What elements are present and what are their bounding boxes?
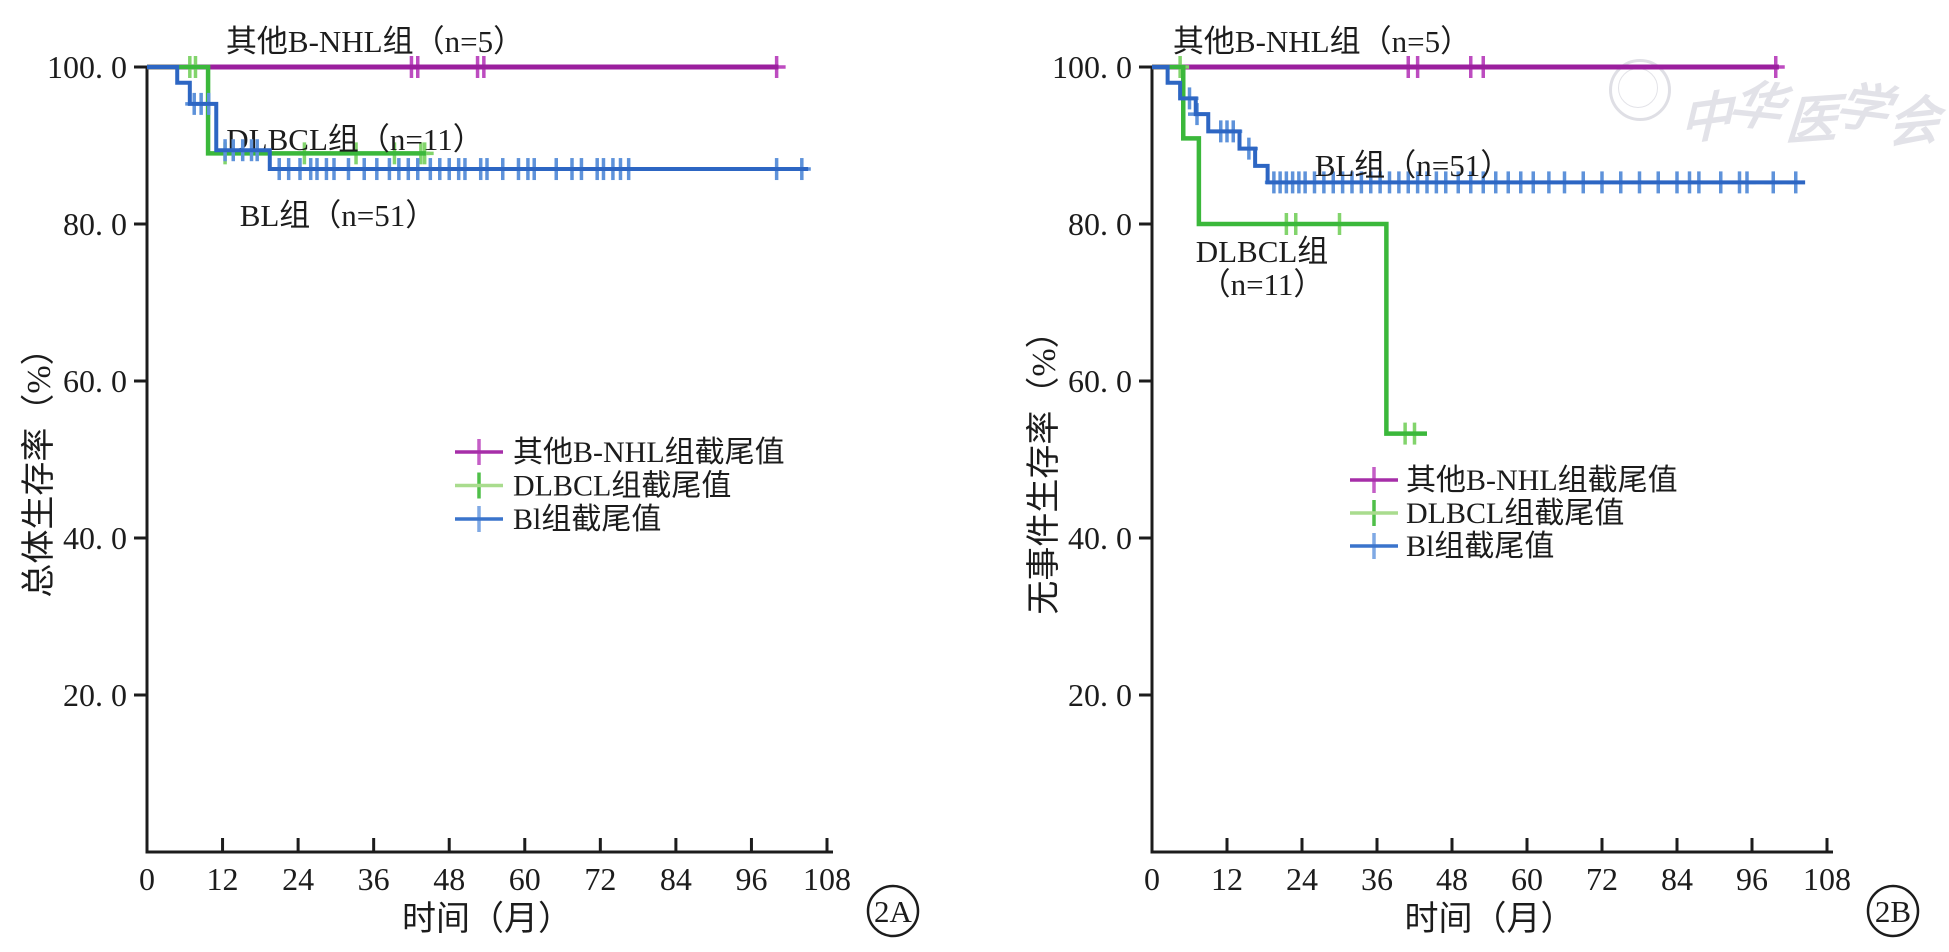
legend-label: DLBCL组截尾值: [1406, 497, 1624, 530]
legend-label: 其他B-NHL组截尾值: [513, 436, 785, 469]
legend-label: Bl组截尾值: [513, 503, 661, 536]
y-tick-label: 60. 0: [1068, 363, 1132, 399]
series-label: 其他B-NHL组（n=5）: [226, 24, 524, 59]
x-tick-label: 108: [803, 861, 851, 897]
panel-tag: 2B: [1875, 894, 1911, 929]
axes: [1150, 67, 1833, 854]
axes: [145, 67, 833, 854]
x-tick-label: 72: [584, 861, 616, 897]
series-label: （n=11）: [1200, 267, 1325, 302]
series-BL组: BL组（n=51）: [1152, 65, 1806, 194]
series-label: BL组（n=51）: [240, 198, 437, 233]
panel-tag: 2A: [874, 894, 913, 929]
series-path: [147, 65, 809, 172]
y-tick-label: 20. 0: [63, 677, 127, 713]
series-label: BL组（n=51）: [1315, 148, 1512, 183]
x-tick-label: 48: [433, 861, 465, 897]
y-tick-label: 100. 0: [1052, 49, 1132, 85]
x-axis-title: 时间（月）: [1405, 900, 1575, 938]
series-BL组: BL组（n=51）: [147, 65, 811, 233]
legend-label: 其他B-NHL组截尾值: [1406, 464, 1678, 497]
x-tick-label: 36: [1361, 861, 1393, 897]
x-tick-label: 96: [1736, 861, 1768, 897]
x-tick-label: 60: [1511, 861, 1543, 897]
x-tick-label: 48: [1436, 861, 1468, 897]
x-tick-label: 72: [1586, 861, 1618, 897]
y-axis-title: 总体生存率（%）: [20, 331, 58, 597]
x-tick-label: 36: [358, 861, 390, 897]
y-tick-label: 20. 0: [1068, 677, 1132, 713]
y-tick-label: 60. 0: [63, 363, 127, 399]
y-tick-label: 80. 0: [63, 206, 127, 242]
x-tick-label: 12: [207, 861, 239, 897]
x-tick-label: 12: [1211, 861, 1243, 897]
legend-label: Bl组截尾值: [1406, 530, 1554, 563]
panel-2B: 100. 0 80. 0 60. 0 40. 0 20. 0 0 12 24 36 48 60 72 8…: [1025, 24, 1920, 938]
panel-tag-circle: [1866, 884, 1920, 938]
x-tick-label: 60: [509, 861, 541, 897]
series-DLBCL组: DLBCL组（n=11）: [1152, 56, 1427, 445]
x-tick-label: 84: [660, 861, 692, 897]
panel-tag-circle: [866, 884, 920, 938]
series-DLBCL组: DLBCL组（n=11）: [147, 56, 484, 165]
x-tick-label: 0: [139, 861, 155, 897]
x-tick-label: 0: [1144, 861, 1160, 897]
panel-2A: 100. 0 80. 0 60. 0 40. 0 20. 0 0 12 24 36 48 60 72 8…: [20, 24, 920, 938]
y-tick-label: 40. 0: [1068, 520, 1132, 556]
series-label: 其他B-NHL组（n=5）: [1173, 24, 1471, 59]
series-path: [1152, 65, 1806, 185]
y-axis-title: 无事件生存率（%）: [1025, 314, 1063, 614]
x-tick-label: 108: [1803, 861, 1851, 897]
series-其他B-NHL组: 其他B-NHL组（n=5）: [1152, 24, 1785, 78]
y-tick-label: 80. 0: [1068, 206, 1132, 242]
x-tick-label: 84: [1661, 861, 1693, 897]
x-tick-label: 24: [282, 861, 314, 897]
y-tick-label: 100. 0: [47, 49, 127, 85]
series-其他B-NHL组: 其他B-NHL组（n=5）: [147, 24, 786, 78]
x-axis-title: 时间（月）: [402, 900, 572, 938]
x-tick-label: 24: [1286, 861, 1318, 897]
legend-label: DLBCL组截尾值: [513, 470, 731, 503]
x-tick-label: 96: [735, 861, 767, 897]
y-tick-label: 40. 0: [63, 520, 127, 556]
series-path: [1152, 64, 1427, 436]
series-label: DLBCL组: [1196, 234, 1329, 269]
